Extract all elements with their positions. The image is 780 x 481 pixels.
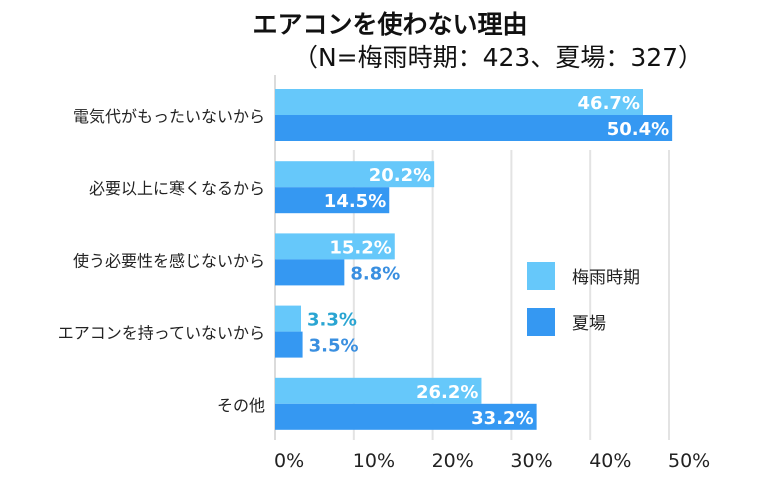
bar: [275, 403, 537, 430]
bar: [275, 89, 643, 115]
bar: [275, 305, 302, 332]
bar: [275, 161, 435, 188]
legend-swatch: [527, 308, 555, 336]
data-label: 3.5%: [309, 336, 359, 357]
data-label: 20.2%: [369, 165, 431, 186]
data-label: 3.3%: [307, 310, 357, 331]
category-label: 使う必要性を感じないから: [73, 251, 265, 270]
category-label: 必要以上に寒くなるから: [89, 179, 265, 198]
category-label: エアコンを持っていないから: [58, 324, 265, 343]
x-tick-label: 10%: [353, 450, 395, 472]
chart-subtitle: （N=梅雨時期：423、夏場：327）: [293, 43, 703, 72]
data-label: 15.2%: [329, 237, 391, 258]
data-label: 46.7%: [578, 93, 640, 114]
x-tick-label: 30%: [510, 450, 552, 472]
x-tick-label: 20%: [432, 450, 474, 472]
legend-swatch: [527, 262, 555, 290]
bar: [275, 115, 673, 141]
x-tick-label: 50%: [668, 450, 710, 472]
data-label: 8.8%: [350, 263, 400, 284]
legend-label: 夏場: [572, 314, 606, 334]
category-label: その他: [217, 396, 265, 415]
bar: [275, 377, 482, 404]
x-tick-label: 40%: [589, 450, 631, 472]
bar: [275, 187, 390, 214]
data-label: 50.4%: [607, 119, 669, 140]
x-tick-label: 0%: [274, 450, 304, 472]
bar: [275, 259, 345, 286]
category-label: 電気代がもったいないから: [73, 107, 265, 126]
legend-label: 梅雨時期: [572, 268, 640, 288]
chart-title: エアコンを使わない理由: [252, 10, 527, 39]
bar: [275, 331, 303, 358]
bar: [275, 233, 395, 260]
data-label: 33.2%: [471, 408, 533, 429]
data-label: 26.2%: [416, 382, 478, 403]
data-label: 14.5%: [324, 191, 386, 212]
